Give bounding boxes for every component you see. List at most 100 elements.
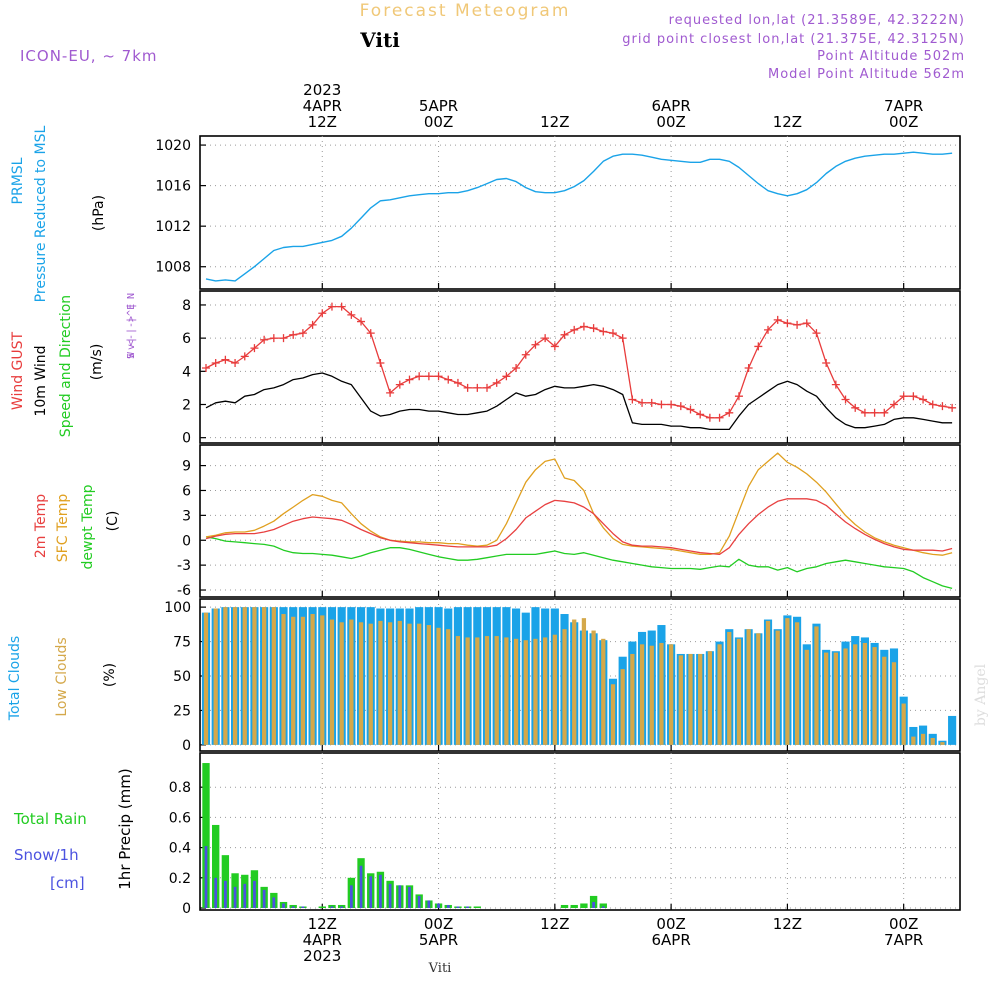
y-tick-label: 6 <box>182 483 191 499</box>
low-cloud-bar <box>455 636 461 745</box>
time-label-top: 2023 <box>303 81 341 99</box>
low-cloud-bar <box>649 645 654 745</box>
y-tick-label: 3 <box>182 508 191 524</box>
snow-bar <box>233 886 237 908</box>
y-tick-label: 0.2 <box>169 871 191 887</box>
low-cloud-bar <box>271 607 276 745</box>
low-cloud-bar <box>775 630 780 745</box>
low-cloud-bar <box>320 615 325 745</box>
pressure-sub-label: Pressure Reduced to MSL <box>33 125 49 302</box>
gust-marker <box>764 325 773 334</box>
low-cloud-bar <box>920 733 926 745</box>
y-tick-label: 1020 <box>155 138 191 154</box>
low-cloud-bar <box>882 656 887 745</box>
pressure-label: PRMSL <box>10 157 26 204</box>
low-cloud-bar <box>630 653 635 745</box>
low-cloud-bar <box>756 633 761 745</box>
low-cloud-bar <box>833 652 838 745</box>
gust-marker <box>657 400 666 409</box>
gust-marker <box>453 378 462 387</box>
time-label-top: 12Z <box>308 113 337 131</box>
low-cloud-bar <box>310 614 315 745</box>
low-cloud-bar <box>465 637 470 745</box>
gust-marker <box>851 403 860 412</box>
low-cloud-bar <box>678 655 683 745</box>
gust-marker <box>327 302 336 311</box>
gust-marker <box>269 334 278 343</box>
snow-bar <box>330 906 334 908</box>
low-cloud-bar <box>213 608 218 745</box>
rain-bar <box>202 763 210 908</box>
snow-bar <box>272 897 276 908</box>
requested-coords: requested lon,lat (21.3589E, 42.3222N) <box>669 13 965 28</box>
gust-marker <box>928 400 937 409</box>
snow-bar <box>291 906 295 908</box>
gust-marker <box>638 398 647 407</box>
low-cloud-bar <box>291 616 296 745</box>
time-label-bottom: 12Z <box>540 915 569 933</box>
low-cloud-bar <box>329 619 335 745</box>
low-cloud-bar <box>262 607 267 745</box>
gust-marker <box>512 364 521 372</box>
gust-marker <box>725 408 734 417</box>
gust-marker <box>899 392 908 401</box>
low-cloud-bar <box>620 669 625 745</box>
sfctemp-label: SFC Temp <box>55 494 71 563</box>
time-label-bottom: 00Z <box>656 915 685 933</box>
time-label-top: 12Z <box>773 113 802 131</box>
y-tick-label: 1012 <box>155 219 191 235</box>
rain-bar <box>570 904 578 908</box>
location-name: Viti <box>359 28 400 52</box>
low-cloud-bar <box>223 607 228 745</box>
low-cloud-bar <box>765 620 771 745</box>
low-cloud-bar <box>872 647 877 745</box>
temp2m-label: 2m Temp <box>33 494 49 558</box>
snow-bar <box>340 906 344 908</box>
low-cloud-bar <box>911 736 916 745</box>
low-cloud-bar <box>368 623 373 745</box>
low-cloud-bar <box>281 614 286 745</box>
y-tick-label: 0.6 <box>169 810 191 826</box>
compass-mark: ^ <box>126 310 137 316</box>
low-cloud-bar <box>930 737 935 745</box>
snow-bar <box>427 900 431 908</box>
total-cloud-bar <box>909 726 918 745</box>
snow-bar <box>601 906 605 908</box>
total-cloud-bar <box>948 715 957 745</box>
low-cloud-bar <box>378 620 383 745</box>
low-cloud-bar <box>203 612 209 745</box>
low-cloud-bar <box>494 636 499 745</box>
gust-marker <box>618 334 627 343</box>
snow-bar <box>437 903 440 908</box>
low-cloud-bar <box>504 637 509 745</box>
snow-bar <box>379 874 382 908</box>
low-cloud-bar <box>668 644 674 745</box>
gust-marker <box>560 330 569 339</box>
y-tick-label: 0.4 <box>169 841 191 857</box>
gust-marker <box>279 334 288 343</box>
gust-marker <box>686 405 695 414</box>
snow-bar <box>456 906 460 908</box>
y-tick-label: 0 <box>182 901 191 917</box>
panel-frame <box>199 598 961 752</box>
low-cloud-bar <box>436 627 441 745</box>
model-label: ICON-EU, ~ 7km <box>20 47 158 65</box>
low-cloud-bar <box>533 638 538 745</box>
gust-marker <box>647 398 656 407</box>
gust-marker <box>841 395 850 404</box>
temp2m-line <box>205 498 953 556</box>
y-tick-label: 0.8 <box>169 780 191 796</box>
low-cloud-bar <box>698 653 703 745</box>
time-label-bottom: 12Z <box>308 915 337 933</box>
y-tick-label: 2 <box>182 398 191 414</box>
gust-marker <box>831 380 840 389</box>
low-cloud-bar <box>843 648 848 745</box>
low-cloud-bar <box>339 622 344 745</box>
low-cloud-bar <box>746 629 751 745</box>
snow-bar <box>369 876 373 908</box>
panel-frame <box>199 135 961 290</box>
gust-marker <box>240 352 249 361</box>
labels-layer: 1008 1012 1016 1020 0 2 4 6 8 -6 -3 0 3 6 9 0 25 50 75 100 0… <box>7 81 923 965</box>
compass-mark: | <box>126 337 137 343</box>
low-cloud-bar <box>426 625 431 745</box>
